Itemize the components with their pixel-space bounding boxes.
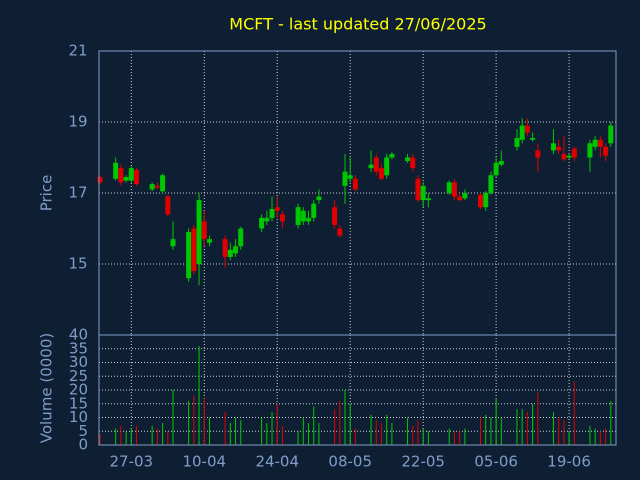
candle-body: [222, 239, 228, 257]
candle-body: [332, 207, 338, 225]
candle-body: [160, 175, 166, 192]
volume-tick-label: 40: [69, 326, 88, 344]
candle-body: [118, 168, 124, 183]
candle-body: [154, 185, 160, 188]
candle-body: [457, 196, 463, 201]
candle-body: [264, 217, 270, 222]
candle-body: [311, 203, 317, 218]
volume-tick-label: 15: [69, 394, 88, 412]
candle-body: [425, 198, 431, 201]
candle-body: [316, 196, 322, 201]
candle-body: [535, 150, 541, 158]
candle-body: [597, 139, 603, 147]
volume-tick-label: 35: [69, 339, 88, 357]
candle-body: [123, 177, 129, 181]
candle-body: [206, 239, 212, 243]
volume-tick-label: 5: [78, 422, 88, 440]
x-tick-label: 08-05: [328, 453, 372, 471]
x-tick-label: 24-04: [255, 453, 299, 471]
y-tick-label: 19: [68, 113, 87, 131]
candle-body: [97, 177, 103, 183]
candle-body: [337, 228, 343, 236]
candle-body: [587, 143, 593, 158]
candle-body: [238, 228, 244, 247]
candle-body: [186, 232, 192, 279]
x-tick-label: 27-03: [110, 453, 154, 471]
candle-body: [514, 137, 520, 147]
candle-body: [592, 139, 598, 147]
candle-body: [378, 168, 384, 179]
candle-body: [571, 148, 577, 158]
candle-body: [498, 161, 504, 165]
candle-body: [259, 217, 265, 229]
x-tick-label: 05-06: [474, 453, 518, 471]
volume-tick-label: 20: [69, 381, 88, 399]
candle-body: [201, 221, 207, 240]
candle-body: [415, 178, 421, 201]
candle-body: [556, 146, 562, 151]
plot-frame: [98, 50, 617, 446]
candle-body: [519, 125, 525, 140]
candle-body: [274, 207, 280, 211]
y-tick-label: 17: [68, 184, 87, 202]
candle-body: [165, 196, 171, 215]
candle-body: [446, 182, 452, 193]
x-tick-label: 10-04: [182, 453, 226, 471]
candle-body: [420, 185, 426, 201]
candle-body: [269, 208, 275, 218]
candle-body: [566, 155, 572, 158]
candle-body: [451, 182, 457, 197]
candle-body: [373, 157, 379, 172]
candle-body: [352, 178, 358, 190]
candle-body: [405, 157, 411, 162]
candle-body: [462, 193, 468, 199]
candle-body: [128, 168, 134, 181]
candle-body: [483, 193, 489, 208]
volume-tick-label: 10: [69, 408, 88, 426]
volume-axis-label: Volume (0000): [38, 333, 56, 443]
candle-body: [530, 137, 536, 140]
candle-body: [561, 153, 567, 160]
candle-body: [608, 125, 614, 144]
volume-tick-label: 25: [69, 367, 88, 385]
candle-body: [389, 153, 395, 158]
candle-body: [488, 175, 494, 193]
x-tick-label: 19-06: [547, 453, 591, 471]
candle-body: [603, 146, 609, 156]
candle-body: [410, 157, 416, 169]
candle-body: [191, 228, 197, 272]
candle-body: [149, 184, 155, 190]
candle-body: [113, 162, 119, 179]
candle-body: [384, 157, 390, 176]
candle-body: [347, 175, 353, 179]
volume-tick-label: 0: [78, 436, 88, 454]
candle-body: [306, 217, 312, 222]
chart-title: MCFT - last updated 27/06/2025: [229, 15, 486, 34]
candle-body: [524, 125, 530, 133]
candle-body: [170, 239, 176, 247]
candle-body: [493, 162, 499, 176]
candle-body: [342, 171, 348, 186]
candle-body: [233, 246, 239, 254]
candle-body: [550, 143, 556, 151]
y-axis-label: Price: [38, 175, 56, 212]
candle-body: [227, 249, 233, 257]
candle-body: [368, 164, 374, 169]
volume-tick-label: 30: [69, 353, 88, 371]
candle-body: [477, 194, 483, 208]
candle-body: [279, 214, 285, 222]
y-tick-label: 21: [68, 42, 87, 60]
y-tick-label: 15: [68, 255, 87, 273]
candle-body: [295, 207, 301, 225]
x-tick-label: 22-05: [401, 453, 445, 471]
candle-body: [300, 210, 306, 222]
candle-body: [196, 200, 202, 264]
candle-body: [134, 169, 140, 185]
